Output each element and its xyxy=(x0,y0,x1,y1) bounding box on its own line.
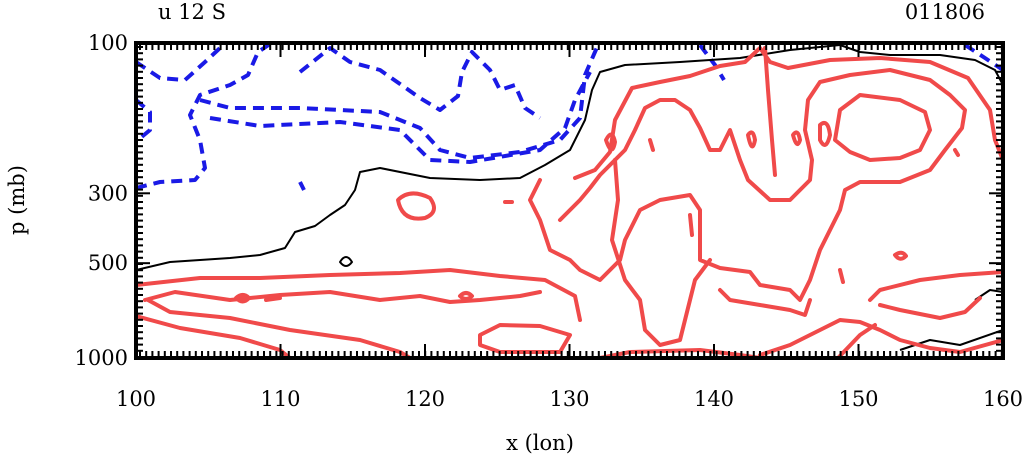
zero-contour-small xyxy=(339,256,353,267)
positive-contour-blob-13 xyxy=(953,148,960,157)
negative-contour-outer xyxy=(136,43,272,190)
positive-contour-lowband-1 xyxy=(136,268,582,322)
positive-contour-blob-6 xyxy=(648,138,655,152)
positive-contour-blob-2 xyxy=(234,293,251,304)
negative-contour-7 xyxy=(698,43,726,82)
plot-frame xyxy=(134,41,1005,360)
negative-contour-6 xyxy=(136,98,152,142)
negative-contour-3 xyxy=(209,71,592,164)
positive-contour-east-inner-3 xyxy=(610,158,712,347)
positive-contour-east-inner-4 xyxy=(718,288,812,317)
negative-contour-2 xyxy=(199,44,600,160)
y-tick-label: 1000 xyxy=(75,346,128,370)
positive-contour-blob-10 xyxy=(688,213,694,237)
x-tick-label: 150 xyxy=(838,387,878,411)
negative-contour-5 xyxy=(136,46,222,82)
positive-contour-blob-4 xyxy=(458,291,474,301)
positive-contour-east-inner-6 xyxy=(878,296,982,320)
zero-contour xyxy=(136,44,1003,271)
positive-contour-lowband-2 xyxy=(143,290,542,304)
positive-contour-blob-5 xyxy=(604,132,617,152)
positive-contour-east-inner-9 xyxy=(836,323,877,358)
x-tick-label: 130 xyxy=(549,387,589,411)
positive-contour-east-inner-8 xyxy=(758,318,1003,357)
positive-contour-east-inner-1 xyxy=(528,68,967,302)
negative-contour-4 xyxy=(298,46,542,120)
positive-contour-east-inner-5 xyxy=(868,270,1003,302)
x-tick-label: 100 xyxy=(116,387,156,411)
y-tick-label: 300 xyxy=(88,181,128,205)
y-axis-label: p (mb) xyxy=(5,165,29,235)
contour-field xyxy=(136,43,1003,358)
positive-contour-blob-7 xyxy=(746,130,757,149)
x-tick-label: 140 xyxy=(694,387,734,411)
x-tick-label: 120 xyxy=(405,387,445,411)
positive-contour-blob-11 xyxy=(893,250,908,261)
positive-contour-blob-1 xyxy=(396,191,436,221)
y-tick-label: 100 xyxy=(88,31,128,55)
positive-contour-blob-9 xyxy=(818,121,832,147)
positive-contour-east-inner-10 xyxy=(763,46,777,177)
negative-contour-9 xyxy=(298,181,306,191)
variable-label: u 12 S xyxy=(158,0,226,24)
positive-contour-blob-3 xyxy=(264,296,282,302)
date-label: 011806 xyxy=(905,0,985,24)
y-tick-label: 500 xyxy=(88,251,128,275)
x-tick-label: 110 xyxy=(260,387,300,411)
zero-contour-bottom xyxy=(899,329,1003,351)
positive-contour-east-inner-2 xyxy=(833,93,932,162)
positive-contour-lowband-5 xyxy=(478,323,572,354)
positive-contour-blob-8 xyxy=(791,130,802,146)
positive-contour-blob-12 xyxy=(838,268,845,284)
axes: 100 110 120 130 140 150 160 100 300 500 1000 xyxy=(75,31,1024,411)
x-tick-label: 160 xyxy=(983,387,1023,411)
x-axis-label: x (lon) xyxy=(506,431,574,455)
